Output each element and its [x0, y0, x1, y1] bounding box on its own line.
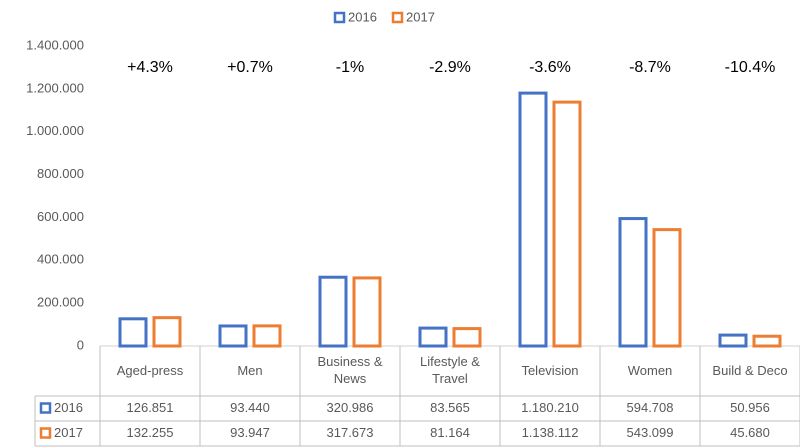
bar	[352, 276, 382, 348]
table-value: 543.099	[626, 425, 674, 441]
category-label: Build & Deco	[712, 362, 788, 378]
table-value: 50.956	[730, 400, 770, 416]
table-value: 93.440	[230, 400, 270, 416]
table-legend-swatch	[39, 427, 52, 439]
table-value: 1.138.112	[521, 425, 579, 441]
table-value: 93.947	[230, 425, 270, 441]
table-value: 1.180.210	[521, 400, 579, 416]
legend-label: 2017	[406, 9, 435, 24]
annotation: -1%	[336, 59, 364, 76]
table-value: 126.851	[126, 400, 174, 416]
table-value: 81.164	[430, 425, 470, 441]
table-value: 320.986	[326, 400, 374, 416]
y-tick-label: 400.000	[37, 252, 84, 267]
bar	[452, 327, 482, 348]
table-value: 93.947	[230, 425, 270, 441]
table-value: 81.164	[430, 425, 470, 441]
table-value: 132.255	[126, 425, 174, 441]
category-label: Lifestyle & Travel	[420, 354, 480, 386]
table-value: 132.255	[126, 425, 174, 441]
table-value: 1.138.112	[521, 425, 579, 441]
bar	[752, 334, 782, 348]
table-value: 320.986	[326, 400, 374, 416]
category-label: Lifestyle & Travel	[420, 354, 480, 386]
bar	[252, 324, 282, 348]
table-value: 543.099	[626, 425, 674, 441]
bar	[652, 228, 682, 348]
y-tick-label: 600.000	[37, 209, 84, 224]
legend-label: 2016	[348, 9, 377, 24]
table-value: 50.956	[730, 400, 770, 416]
table-value: 83.565	[430, 400, 470, 416]
table-series-label: 2016	[54, 400, 83, 415]
bar	[118, 317, 148, 348]
annotation: -2.9%	[429, 59, 471, 76]
category-label: Men	[237, 362, 263, 378]
table-value: 93.440	[230, 400, 270, 416]
category-label: Aged-press	[116, 362, 184, 378]
table-value: 317.673	[326, 425, 374, 441]
category-label: Aged-press	[116, 362, 184, 378]
bar	[152, 316, 182, 348]
y-tick-label: 0	[77, 337, 84, 352]
legend-swatch	[333, 11, 346, 24]
annotation: +4.3%	[127, 59, 173, 76]
category-label: Build & Deco	[712, 362, 788, 378]
table-series-label: 2017	[54, 425, 83, 440]
annotation: -8.7%	[629, 59, 671, 76]
category-label: Women	[627, 362, 673, 378]
table-value: 594.708	[626, 400, 674, 416]
annotation: -10.4%	[725, 59, 776, 76]
category-label: Business & News	[317, 354, 383, 386]
y-tick-label: 1.400.000	[26, 37, 84, 52]
table-value: 317.673	[326, 425, 374, 441]
bar	[418, 326, 448, 348]
category-label: Men	[237, 362, 263, 378]
bar	[618, 217, 648, 348]
bar	[552, 100, 582, 348]
y-tick-label: 1.200.000	[26, 80, 84, 95]
category-label: Television	[521, 362, 579, 378]
bar	[318, 275, 348, 348]
table-value: 83.565	[430, 400, 470, 416]
y-tick-label: 1.000.000	[26, 123, 84, 138]
category-label: Business & News	[317, 354, 383, 386]
table-value: 45.680	[730, 425, 770, 441]
y-tick-label: 800.000	[37, 166, 84, 181]
table-value: 594.708	[626, 400, 674, 416]
annotation: +0.7%	[227, 59, 273, 76]
legend-swatch	[391, 11, 404, 24]
category-label: Women	[627, 362, 673, 378]
bar	[518, 91, 548, 348]
bar	[218, 324, 248, 348]
table-value: 1.180.210	[521, 400, 579, 416]
y-tick-label: 200.000	[37, 295, 84, 310]
table-value: 126.851	[126, 400, 174, 416]
category-label: Television	[521, 362, 579, 378]
table-legend-swatch	[39, 402, 52, 414]
bar	[718, 333, 748, 348]
annotation: -3.6%	[529, 59, 571, 76]
table-value: 45.680	[730, 425, 770, 441]
